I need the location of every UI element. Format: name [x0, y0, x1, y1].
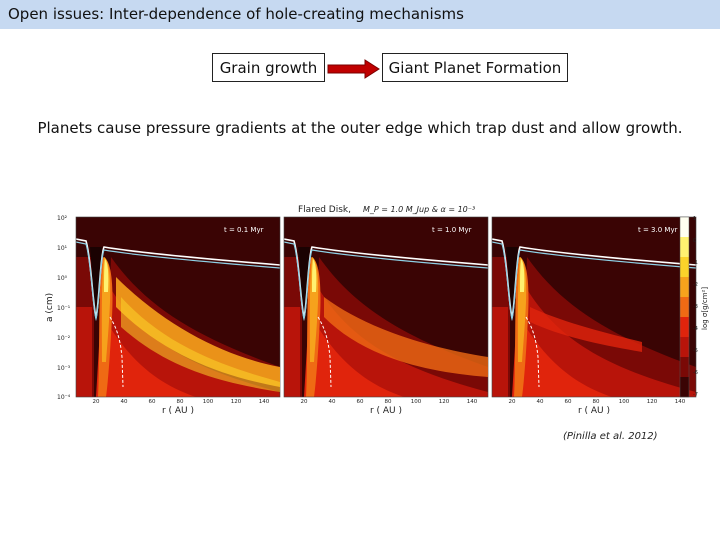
x-axis-label-panel-1: r ( AU ) — [162, 406, 194, 416]
colorbar-tick: -2 — [693, 282, 698, 288]
colorbar-tick: -5 — [693, 348, 698, 354]
y-tick-label: 10² — [57, 215, 68, 222]
x-tick-labels-panel-2: 20 40 60 80 100 120 140 — [301, 399, 478, 405]
x-tick-label: 80 — [177, 399, 184, 405]
panel-time-label: t = 1.0 Myr — [432, 226, 472, 234]
x-tick-label: 100 — [203, 399, 214, 405]
x-tick-label: 120 — [647, 399, 658, 405]
y-tick-label: 10⁻³ — [57, 365, 71, 372]
colorbar-tick: -1 — [693, 260, 698, 266]
x-tick-label: 40 — [121, 399, 128, 405]
x-axis-label-panel-3: r ( AU ) — [578, 406, 610, 416]
y-tick-labels: 10² 10¹ 10⁰ 10⁻¹ 10⁻² 10⁻³ 10⁻⁴ — [57, 215, 71, 401]
x-tick-label: 40 — [329, 399, 336, 405]
x-tick-label: 80 — [385, 399, 392, 405]
x-tick-label: 20 — [301, 399, 308, 405]
x-tick-label: 140 — [675, 399, 686, 405]
y-tick-label: 10⁻² — [57, 335, 71, 342]
y-tick-label: 10⁰ — [57, 275, 68, 282]
statement-text: Planets cause pressure gradients at the … — [37, 119, 683, 137]
y-axis-label: a (cm) — [45, 293, 55, 322]
y-tick-label: 10⁻⁴ — [57, 394, 71, 401]
x-tick-label: 20 — [509, 399, 516, 405]
figure-heading: Flared Disk, — [298, 205, 351, 215]
x-tick-label: 60 — [565, 399, 572, 405]
panel-t-0-1-myr: t = 0.1 Myr — [76, 217, 280, 397]
colorbar-tick-labels: 1 0 -1 -2 -3 -4 -5 -6 -7 — [693, 216, 698, 398]
x-tick-label: 120 — [439, 399, 450, 405]
x-tick-labels-panel-3: 20 40 60 80 100 120 140 — [509, 399, 686, 405]
colorbar — [679, 216, 690, 398]
x-tick-label: 120 — [231, 399, 242, 405]
x-tick-label: 40 — [537, 399, 544, 405]
x-axis-label-panel-2: r ( AU ) — [370, 406, 402, 416]
x-tick-label: 20 — [93, 399, 100, 405]
citation: (Pinilla et al. 2012) — [563, 431, 658, 442]
slide-title: Open issues: Inter-dependence of hole-cr… — [8, 5, 464, 23]
panel-t-1-0-myr: t = 1.0 Myr — [284, 217, 488, 397]
x-tick-label: 100 — [619, 399, 630, 405]
x-tick-label: 60 — [357, 399, 364, 405]
giant-planet-formation-box: Giant Planet Formation — [382, 53, 568, 82]
colorbar-tick: -4 — [693, 326, 698, 332]
colorbar-tick: -3 — [693, 304, 698, 310]
x-tick-labels-panel-1: 20 40 60 80 100 120 140 — [93, 399, 270, 405]
colorbar-tick: 1 — [693, 216, 696, 222]
dust-density-figure: Flared Disk, M_P = 1.0 M_Jup & α = 10⁻³ … — [45, 205, 709, 416]
title-bar: Open issues: Inter-dependence of hole-cr… — [0, 0, 720, 29]
x-tick-label: 60 — [149, 399, 156, 405]
panel-time-label: t = 0.1 Myr — [224, 226, 264, 234]
right-arrow-icon — [327, 59, 380, 79]
x-tick-label: 140 — [467, 399, 478, 405]
x-tick-label: 140 — [259, 399, 270, 405]
colorbar-tick: -6 — [693, 370, 698, 376]
colorbar-tick: 0 — [693, 238, 696, 244]
colorbar-tick: -7 — [693, 392, 698, 398]
y-tick-label: 10⁻¹ — [57, 305, 71, 312]
panel-time-label: t = 3.0 Myr — [638, 226, 678, 234]
colorbar-label: log σ[g/cm²] — [701, 287, 709, 330]
panel-t-3-0-myr: t = 3.0 Myr — [492, 217, 696, 397]
y-tick-label: 10¹ — [57, 245, 68, 252]
x-tick-label: 80 — [593, 399, 600, 405]
figure-heading-params: M_P = 1.0 M_Jup & α = 10⁻³ — [363, 205, 475, 214]
x-tick-label: 100 — [411, 399, 422, 405]
grain-growth-box: Grain growth — [212, 53, 325, 82]
